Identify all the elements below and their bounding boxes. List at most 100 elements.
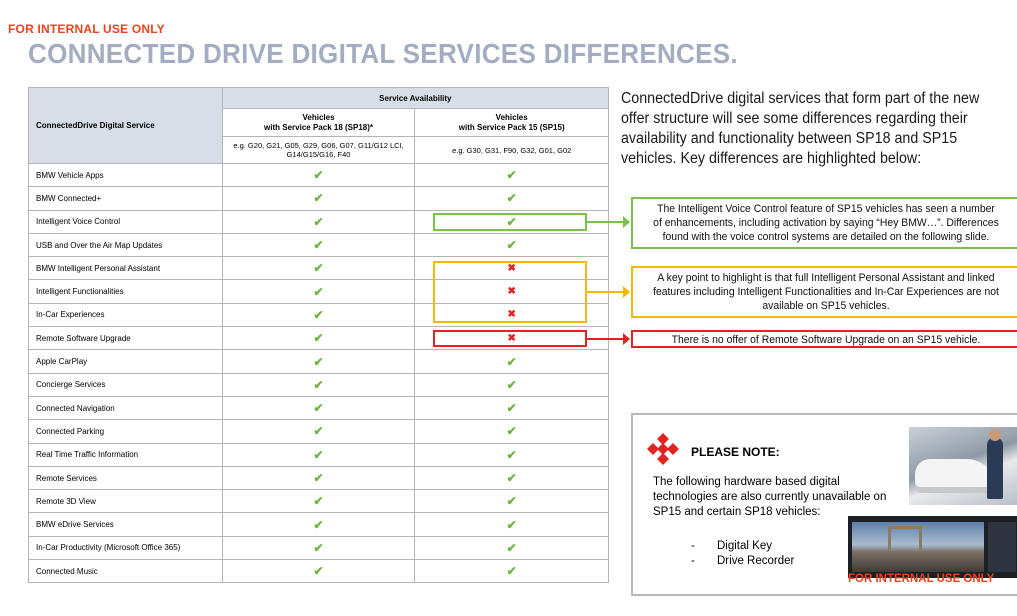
sp15-availability: ✔ [414, 489, 609, 514]
page-title: CONNECTED DRIVE DIGITAL SERVICES DIFFERE… [28, 38, 738, 69]
sp18-header-line1: Vehicles [302, 112, 335, 122]
sp18-availability: ✔ [221, 326, 416, 351]
note-list-item: - Digital Key [691, 539, 794, 554]
check-icon: ✔ [313, 401, 324, 416]
sp15-examples: e.g. G30, G31, F90, G32, G01, G02 [414, 136, 609, 164]
check-icon: ✔ [506, 377, 517, 392]
check-icon: ✔ [313, 564, 324, 579]
check-icon: ✔ [506, 401, 517, 416]
table-row: Connected Navigation ✔ ✔ [28, 395, 609, 421]
table-row: Remote 3D View ✔ ✔ [28, 489, 609, 514]
service-name: BMW Vehicle Apps [28, 162, 223, 188]
check-icon: ✔ [313, 331, 324, 346]
service-name: Remote 3D View [28, 489, 223, 514]
sp15-availability: ✔ [414, 395, 609, 421]
assistant-callout: A key point to highlight is that full In… [631, 266, 1017, 318]
service-name: Apple CarPlay [28, 349, 223, 374]
check-icon: ✔ [506, 471, 517, 485]
sp15-availability: ✔ [414, 162, 609, 188]
bullet: - [691, 555, 695, 567]
person-head [989, 429, 1001, 441]
table-row: Apple CarPlay ✔ ✔ [28, 349, 609, 374]
table-row: USB and Over the Air Map Updates ✔ ✔ [28, 232, 609, 258]
check-icon: ✔ [506, 447, 517, 462]
service-name: Concierge Services [28, 372, 223, 397]
check-icon: ✔ [313, 424, 324, 439]
sp18-availability: ✔ [221, 535, 416, 561]
assistant-callout-text: A key point to highlight is that full In… [653, 272, 999, 312]
sp18-availability: ✔ [221, 512, 416, 537]
sp15-availability: ✔ [414, 349, 609, 374]
check-icon: ✔ [313, 191, 324, 206]
sp18-availability: ✔ [221, 162, 416, 188]
cross-icon: ✖ [507, 262, 516, 274]
table-row: BMW eDrive Services ✔ ✔ [28, 512, 609, 537]
sp18-availability: ✔ [221, 232, 416, 258]
internal-use-label-bottom: FOR INTERNAL USE ONLY [848, 573, 995, 585]
note-body: The following hardware based digital tec… [653, 476, 887, 518]
service-name: Connected Music [28, 559, 223, 584]
sp18-availability: ✔ [221, 372, 416, 397]
service-name: Connected Navigation [28, 395, 223, 421]
service-name: Real Time Traffic Information [28, 442, 223, 467]
sp15-availability: ✔ [414, 186, 609, 211]
check-icon: ✔ [506, 354, 517, 369]
screen-sidebar [988, 522, 1016, 572]
check-icon: ✔ [506, 214, 517, 229]
check-icon: ✔ [313, 261, 324, 276]
service-name: Intelligent Functionalities [28, 279, 223, 304]
note-heading: PLEASE NOTE: [691, 445, 780, 459]
sp15-header-line2: with Service Pack 15 (SP15) [458, 122, 565, 132]
voice-arrow [587, 216, 630, 228]
sp18-examples: e.g. G20, G21, G05, G29, G06, G07, G11/G… [221, 136, 416, 164]
check-icon: ✔ [313, 471, 324, 485]
check-icon: ✔ [313, 168, 324, 183]
table-row: In-Car Productivity (Microsoft Office 36… [28, 535, 609, 561]
screen-landmark [888, 526, 922, 550]
sp18-availability: ✔ [221, 442, 416, 467]
service-name: In-Car Experiences [28, 302, 223, 328]
table-row: Concierge Services ✔ ✔ [28, 372, 609, 397]
service-name: Intelligent Voice Control [28, 209, 223, 234]
upgrade-arrow [587, 333, 630, 345]
internal-use-label: FOR INTERNAL USE ONLY [8, 22, 165, 36]
service-name: USB and Over the Air Map Updates [28, 232, 223, 258]
check-icon: ✔ [506, 424, 517, 439]
service-name: Remote Software Upgrade [28, 326, 223, 351]
service-name: Remote Services [28, 465, 223, 491]
check-icon: ✔ [313, 214, 324, 229]
intro-text: ConnectedDrive digital services that for… [621, 90, 980, 167]
upgrade-callout-text: There is no offer of Remote Software Upg… [671, 334, 981, 346]
sp18-availability: ✔ [221, 186, 416, 211]
service-availability-header: Service Availability [221, 87, 610, 109]
check-icon: ✔ [506, 494, 517, 509]
service-name: Connected Parking [28, 419, 223, 444]
table-row: Real Time Traffic Information ✔ ✔ [28, 442, 609, 467]
sp15-header: Vehicles with Service Pack 15 (SP15) [414, 108, 609, 137]
sp15-availability: ✔ [414, 442, 609, 467]
check-icon: ✔ [313, 354, 324, 369]
sp18-availability: ✔ [221, 279, 416, 304]
check-icon: ✔ [313, 517, 324, 532]
sp15-availability: ✔ [414, 419, 609, 444]
cross-icon: ✖ [507, 332, 516, 344]
sp18-availability: ✔ [221, 465, 416, 491]
cross-icon: ✖ [507, 309, 516, 321]
check-icon: ✔ [313, 540, 324, 555]
check-icon: ✔ [506, 517, 517, 532]
service-name: In-Car Productivity (Microsoft Office 36… [28, 535, 223, 561]
assistant-highlight-box [433, 261, 587, 323]
cross-icon: ✖ [507, 286, 516, 298]
voice-highlight-box [433, 213, 587, 231]
digital-key-item: Digital Key [717, 540, 772, 552]
sp15-header-line1: Vehicles [495, 112, 528, 122]
table-row: Remote Services ✔ ✔ [28, 465, 609, 491]
digital-key-photo [909, 427, 1017, 505]
dashboard-screen [852, 522, 984, 572]
check-icon: ✔ [313, 307, 324, 322]
sp15-availability: ✔ [414, 372, 609, 397]
service-column-header: ConnectedDrive Digital Service [28, 87, 223, 164]
check-icon: ✔ [506, 191, 517, 206]
sp15-availability: ✔ [414, 535, 609, 561]
drive-recorder-item: Drive Recorder [717, 555, 795, 567]
